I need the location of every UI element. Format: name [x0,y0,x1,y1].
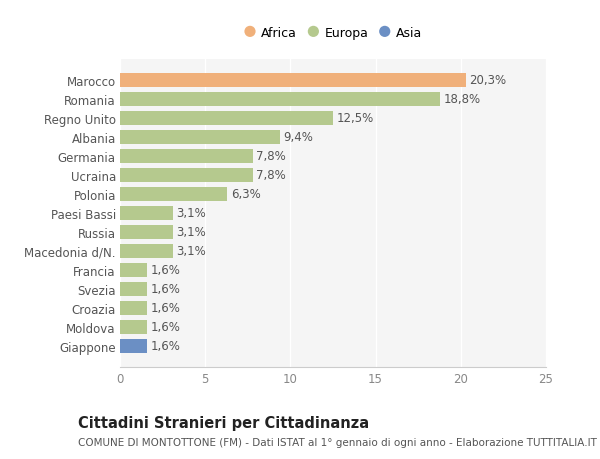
Text: 7,8%: 7,8% [256,169,286,182]
Bar [120,168,253,183]
Bar [120,225,173,240]
Text: 1,6%: 1,6% [151,321,181,334]
Text: 1,6%: 1,6% [151,340,181,353]
Text: 18,8%: 18,8% [444,93,481,106]
Text: 3,1%: 3,1% [176,207,206,220]
Text: Cittadini Stranieri per Cittadinanza: Cittadini Stranieri per Cittadinanza [78,415,369,431]
Bar [120,320,147,334]
Legend: Africa, Europa, Asia: Africa, Europa, Asia [240,23,426,43]
Bar [120,244,173,258]
Text: 1,6%: 1,6% [151,302,181,315]
Bar [120,263,147,277]
Bar [120,339,147,353]
Bar [120,73,466,88]
Bar [120,282,147,297]
Text: 20,3%: 20,3% [469,74,506,87]
Bar [120,207,173,220]
Text: 1,6%: 1,6% [151,283,181,296]
Bar [120,301,147,315]
Text: COMUNE DI MONTOTTONE (FM) - Dati ISTAT al 1° gennaio di ogni anno - Elaborazione: COMUNE DI MONTOTTONE (FM) - Dati ISTAT a… [78,437,597,447]
Text: 1,6%: 1,6% [151,264,181,277]
Text: 12,5%: 12,5% [337,112,374,125]
Bar [120,150,253,164]
Bar [120,130,280,145]
Text: 7,8%: 7,8% [256,150,286,163]
Text: 3,1%: 3,1% [176,226,206,239]
Bar [120,93,440,107]
Text: 3,1%: 3,1% [176,245,206,258]
Bar [120,187,227,202]
Text: 9,4%: 9,4% [284,131,313,144]
Bar [120,112,333,126]
Text: 6,3%: 6,3% [231,188,260,201]
